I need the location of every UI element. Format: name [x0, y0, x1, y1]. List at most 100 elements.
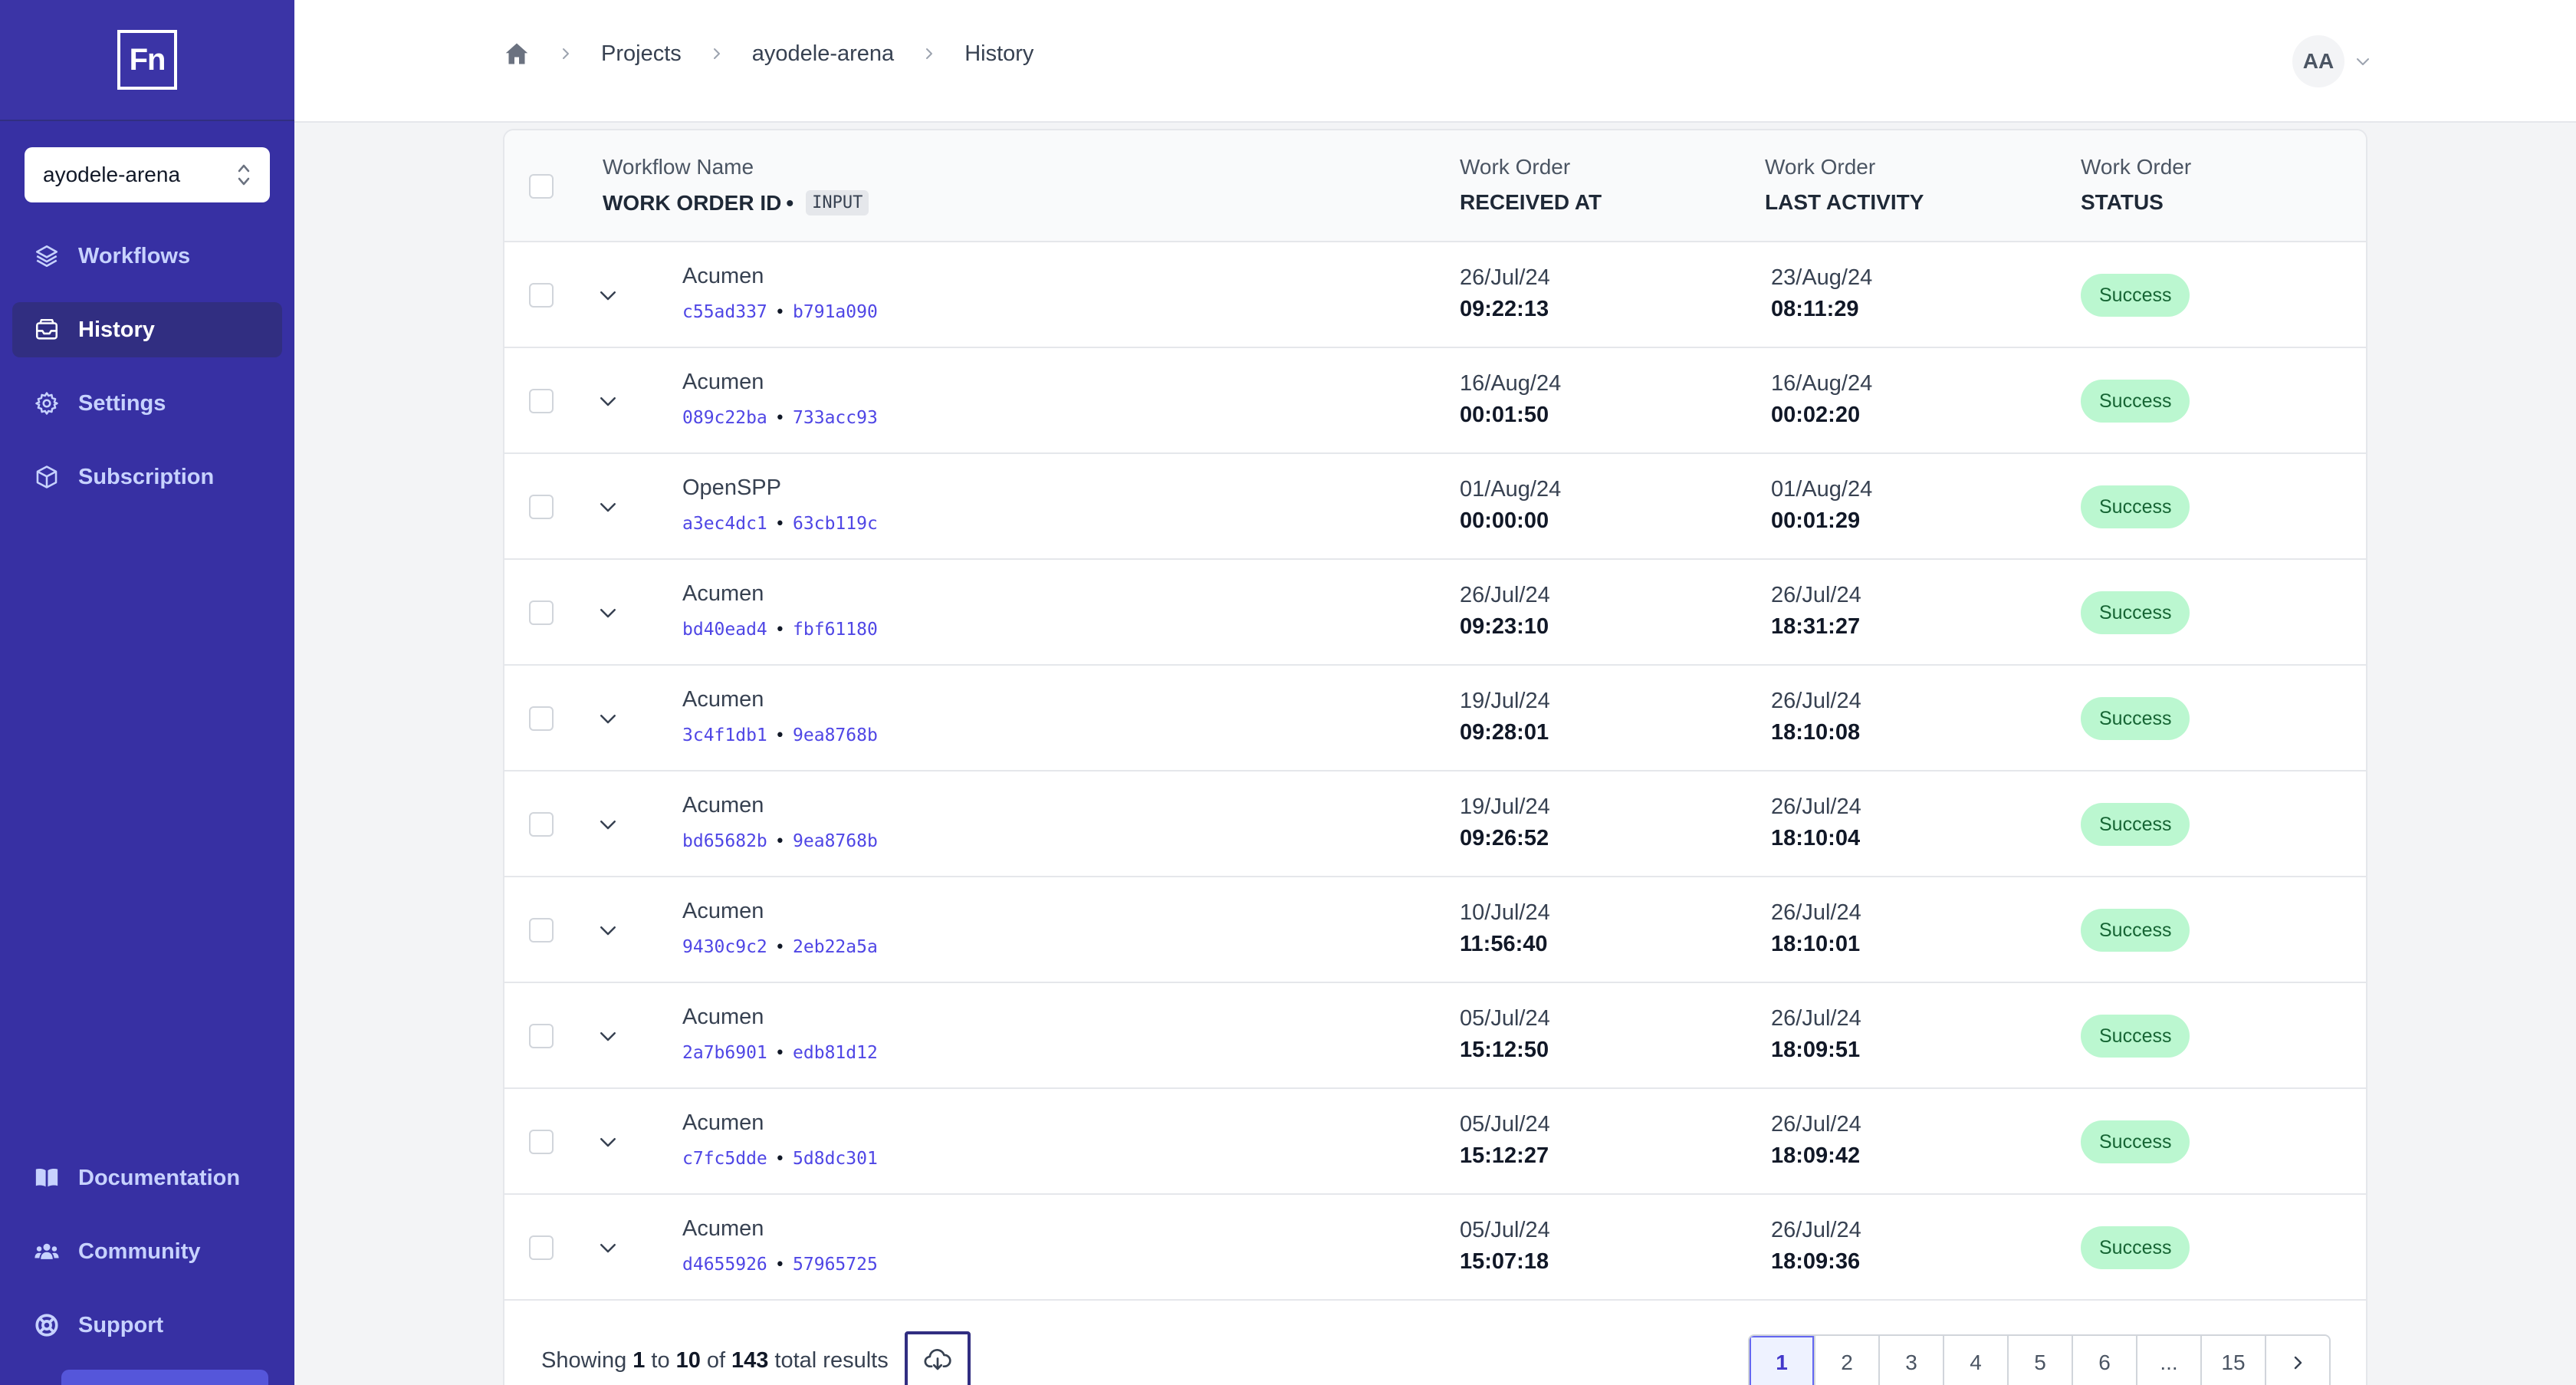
activity-date: 01/Aug/24 — [1771, 477, 1873, 502]
breadcrumb-project[interactable]: ayodele-arena — [751, 41, 895, 66]
received-time: 15:12:50 — [1460, 1038, 1549, 1062]
avatar[interactable]: AA — [2292, 35, 2344, 87]
home-icon[interactable] — [503, 40, 531, 67]
row-checkbox[interactable] — [529, 600, 554, 625]
sidebar-item-settings[interactable]: Settings — [12, 376, 282, 431]
table-row[interactable]: Acumen 3c4f1db1 • 9ea8768b 19/Jul/24 09:28:01… — [504, 666, 2366, 771]
page-4-button[interactable]: 4 — [1943, 1336, 2007, 1385]
chevron-down-icon[interactable] — [596, 601, 619, 624]
user-menu[interactable]: AA — [2292, 35, 2372, 87]
sidebar-item-workflows[interactable]: Workflows — [12, 229, 282, 284]
breadcrumb-projects[interactable]: Projects — [601, 41, 682, 66]
column-received-at[interactable]: Work Order RECEIVED AT — [1460, 155, 1602, 215]
column-status[interactable]: Work Order STATUS — [2081, 155, 2191, 215]
chevron-down-icon[interactable] — [596, 1130, 619, 1153]
table-row[interactable]: Acumen 9430c9c2 • 2eb22a5a 10/Jul/24 11:56:40… — [504, 877, 2366, 983]
table-row[interactable]: Acumen c55ad337 • b791a090 26/Jul/24 09:22:13… — [504, 242, 2366, 348]
chevron-up-down-icon — [236, 161, 251, 189]
page-5-button[interactable]: 5 — [2007, 1336, 2072, 1385]
chevron-down-icon[interactable] — [2354, 52, 2372, 71]
separator-dot: • — [774, 831, 786, 851]
last-activity: 26/Jul/24 18:09:51 — [1771, 1006, 1861, 1063]
column-last-activity[interactable]: Work Order LAST ACTIVITY — [1765, 155, 1924, 215]
work-order-id-link[interactable]: a3ec4dc1 — [682, 514, 767, 534]
input-id-link[interactable]: fbf61180 — [793, 620, 878, 640]
work-order-id-link[interactable]: 9430c9c2 — [682, 937, 767, 957]
row-checkbox[interactable] — [529, 706, 554, 731]
page-1-button[interactable]: 1 — [1750, 1336, 1814, 1385]
table-row[interactable]: Acumen c7fc5dde • 5d8dc301 05/Jul/24 15:12:27… — [504, 1089, 2366, 1195]
app-logo[interactable]: Fn — [117, 30, 177, 90]
input-id-link[interactable]: 5d8dc301 — [793, 1149, 878, 1169]
status-badge: Success — [2081, 909, 2190, 952]
work-order-ids: 9430c9c2 • 2eb22a5a — [682, 937, 878, 957]
cube-icon — [36, 466, 58, 489]
sidebar-footer-pill[interactable] — [61, 1370, 268, 1385]
sidebar-item-community[interactable]: Community — [12, 1224, 282, 1279]
sidebar-item-support[interactable]: Support — [12, 1298, 282, 1353]
row-checkbox[interactable] — [529, 495, 554, 519]
table-row[interactable]: Acumen bd65682b • 9ea8768b 19/Jul/24 09:26:52… — [504, 771, 2366, 877]
received-at: 01/Aug/24 00:00:00 — [1460, 477, 1561, 534]
chevron-down-icon[interactable] — [596, 707, 619, 730]
input-id-link[interactable]: 63cb119c — [793, 514, 878, 534]
workflow-name: Acumen — [682, 793, 764, 818]
row-checkbox[interactable] — [529, 812, 554, 837]
input-id-link[interactable]: 9ea8768b — [793, 725, 878, 745]
row-checkbox[interactable] — [529, 1130, 554, 1154]
input-id-link[interactable]: 733acc93 — [793, 408, 878, 428]
input-id-link[interactable]: 2eb22a5a — [793, 937, 878, 957]
table-row[interactable]: Acumen 089c22ba • 733acc93 16/Aug/24 00:01:50… — [504, 348, 2366, 454]
row-checkbox[interactable] — [529, 389, 554, 413]
last-activity: 01/Aug/24 00:01:29 — [1771, 477, 1872, 534]
row-checkbox[interactable] — [529, 1235, 554, 1260]
chevron-down-icon[interactable] — [596, 919, 619, 942]
work-order-id-link[interactable]: 2a7b6901 — [682, 1043, 767, 1063]
select-all-checkbox[interactable] — [529, 174, 554, 199]
input-id-link[interactable]: 9ea8768b — [793, 831, 878, 851]
work-order-id-link[interactable]: d4655926 — [682, 1255, 767, 1275]
breadcrumb-current[interactable]: History — [964, 41, 1034, 66]
activity-time: 08:11:29 — [1771, 297, 1859, 321]
chevron-down-icon[interactable] — [596, 1025, 619, 1048]
row-checkbox[interactable] — [529, 918, 554, 943]
sidebar-item-subscription[interactable]: Subscription — [12, 449, 282, 505]
chevron-down-icon[interactable] — [596, 495, 619, 518]
table-row[interactable]: Acumen 2a7b6901 • edb81d12 05/Jul/24 15:12:50… — [504, 983, 2366, 1089]
export-button[interactable] — [905, 1331, 971, 1385]
input-id-link[interactable]: edb81d12 — [793, 1043, 878, 1063]
sidebar-item-history[interactable]: History — [12, 302, 282, 357]
separator-dot: • — [774, 514, 786, 534]
next-page-button[interactable] — [2265, 1336, 2329, 1385]
chevron-down-icon[interactable] — [596, 1236, 619, 1259]
table-row[interactable]: Acumen d4655926 • 57965725 05/Jul/24 15:07:18… — [504, 1195, 2366, 1301]
received-date: 26/Jul/24 — [1460, 265, 1550, 290]
page-6-button[interactable]: 6 — [2072, 1336, 2136, 1385]
row-checkbox[interactable] — [529, 283, 554, 308]
last-activity: 26/Jul/24 18:31:27 — [1771, 583, 1861, 640]
activity-date: 26/Jul/24 — [1771, 1112, 1861, 1137]
table-row[interactable]: Acumen bd40ead4 • fbf61180 26/Jul/24 09:23:10… — [504, 560, 2366, 666]
work-order-id-link[interactable]: c7fc5dde — [682, 1149, 767, 1169]
work-order-id-link[interactable]: bd40ead4 — [682, 620, 767, 640]
chevron-down-icon[interactable] — [596, 390, 619, 413]
page-3-button[interactable]: 3 — [1878, 1336, 1943, 1385]
input-id-link[interactable]: 57965725 — [793, 1255, 878, 1275]
table-row[interactable]: OpenSPP a3ec4dc1 • 63cb119c 01/Aug/24 00:00:0… — [504, 454, 2366, 560]
last-activity: 26/Jul/24 18:09:36 — [1771, 1218, 1861, 1275]
project-selector[interactable]: ayodele-arena — [25, 147, 270, 202]
sidebar-item-documentation[interactable]: Documentation — [12, 1150, 282, 1206]
work-order-id-link[interactable]: bd65682b — [682, 831, 767, 851]
work-order-id-link[interactable]: 3c4f1db1 — [682, 725, 767, 745]
page-15-button[interactable]: 15 — [2200, 1336, 2265, 1385]
page-2-button[interactable]: 2 — [1814, 1336, 1878, 1385]
work-order-id-link[interactable]: 089c22ba — [682, 408, 767, 428]
row-checkbox[interactable] — [529, 1024, 554, 1048]
status-badge: Success — [2081, 485, 2190, 528]
chevron-down-icon[interactable] — [596, 284, 619, 307]
column-work-order-id-label: WORK ORDER ID — [603, 190, 782, 215]
chevron-down-icon[interactable] — [596, 813, 619, 836]
results-total: 143 — [731, 1348, 769, 1373]
input-id-link[interactable]: b791a090 — [793, 302, 878, 322]
work-order-id-link[interactable]: c55ad337 — [682, 302, 767, 322]
